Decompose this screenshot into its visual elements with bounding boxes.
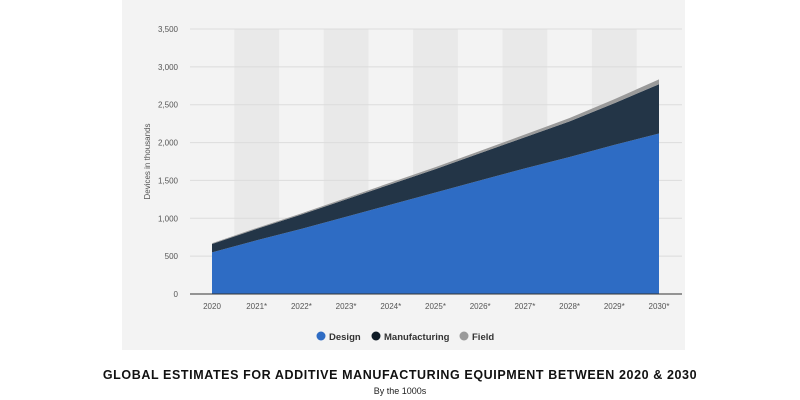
y-tick-label: 2,500 — [158, 101, 179, 110]
x-tick-label: 2028* — [559, 302, 580, 311]
x-tick-label: 2020 — [203, 302, 221, 311]
legend-marker-field — [459, 331, 469, 341]
y-tick-label: 3,500 — [158, 25, 179, 34]
chart-subtitle: By the 1000s — [373, 386, 427, 396]
x-tick-label: 2021* — [246, 302, 267, 311]
x-tick-label: 2030* — [649, 302, 670, 311]
chart-title: GLOBAL ESTIMATES FOR ADDITIVE MANUFACTUR… — [102, 368, 698, 382]
x-tick-label: 2029* — [604, 302, 625, 311]
x-tick-label: 2026* — [470, 302, 491, 311]
y-tick-label: 1,500 — [158, 176, 179, 185]
area-manufacturing — [212, 84, 659, 253]
x-tick-label: 2023* — [336, 302, 357, 311]
legend-marker-manufacturing — [371, 331, 381, 341]
y-tick-label: 500 — [165, 252, 179, 261]
x-tick-label: 2024* — [380, 302, 401, 311]
y-tick-label: 0 — [174, 290, 179, 299]
area-design — [212, 133, 659, 294]
y-tick-label: 1,000 — [158, 214, 179, 223]
x-tick-label: 2022* — [291, 302, 312, 311]
legend-marker-design — [316, 331, 326, 341]
legend-label-manufacturing: Manufacturing — [384, 332, 450, 343]
x-tick-label: 2025* — [425, 302, 446, 311]
y-tick-label: 2,000 — [158, 139, 179, 148]
stacked-area-chart: 0 500 1,000 1,500 2,000 2,500 3,000 3,500 2020 20… — [143, 25, 682, 343]
y-axis-label: Devices in thousands — [143, 123, 152, 199]
legend-label-design: Design — [329, 332, 361, 343]
legend-label-field: Field — [472, 332, 494, 343]
x-tick-label: 2027* — [514, 302, 535, 311]
y-tick-label: 3,000 — [158, 63, 179, 72]
